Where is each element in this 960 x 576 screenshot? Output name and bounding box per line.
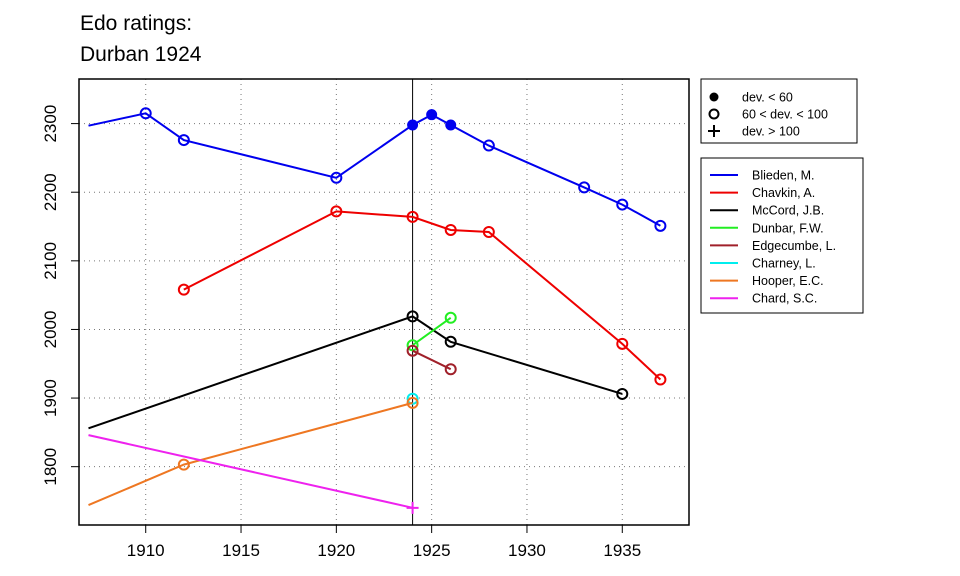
- x-tick-label-1930: 1930: [508, 541, 546, 560]
- data-point-blieden-m-9: [616, 198, 629, 211]
- x-tick-label-1915: 1915: [222, 541, 260, 560]
- series-line-dunbar-f-w: [412, 316, 452, 347]
- data-point-chard-s-c-1: [406, 501, 419, 514]
- legend-label-edgecumbe-l: Edgecumbe, L.: [752, 239, 836, 253]
- symbol-legend-label: dev. > 100: [742, 125, 800, 139]
- legend-marker-filled-circle: [709, 92, 719, 102]
- legend-label-blieden-m: Blieden, M.: [752, 169, 815, 183]
- series-line-chavkin-a: [183, 210, 662, 381]
- data-point-mccord-j-b-2: [444, 335, 457, 348]
- data-point-chavkin-a-6: [654, 373, 667, 386]
- x-tick-label-1920: 1920: [317, 541, 355, 560]
- data-point-chavkin-a-4: [482, 226, 495, 239]
- chart-title-line-2: Durban 1924: [80, 43, 202, 66]
- y-tick-label-1900: 1900: [41, 379, 60, 417]
- data-point-blieden-m-10: [654, 219, 667, 232]
- data-point-blieden-m-8: [578, 181, 591, 194]
- series-line-hooper-e-c: [88, 401, 413, 507]
- x-axis: 1910 1915 1920 1925 1930 1935: [127, 525, 641, 560]
- symbol-legend-box: [700, 78, 858, 144]
- legend-label-dunbar-f-w: Dunbar, F.W.: [752, 221, 824, 235]
- data-point-blieden-m-4: [407, 119, 419, 131]
- y-tick-label-2100: 2100: [41, 242, 60, 280]
- series-line-edgecumbe-l: [412, 349, 452, 371]
- data-point-blieden-m-7: [482, 139, 495, 152]
- data-point-blieden-m-6: [445, 119, 457, 131]
- symbol-legend: dev. < 60 60 < dev. < 100 dev. > 100: [700, 78, 858, 144]
- data-point-chavkin-a-0: [177, 283, 190, 296]
- data-point-mccord-j-b-1: [406, 310, 419, 323]
- data-point-edgecumbe-l-1: [444, 363, 457, 376]
- y-axis: 1800 1900 2000 2100 2200 2300: [41, 105, 79, 486]
- data-point-hooper-e-c-2: [406, 396, 419, 409]
- legend-label-mccord-j-b: McCord, J.B.: [752, 204, 824, 218]
- series-legend: Blieden, M. Chavkin, A. McCord, J.B. Dunbar…: [700, 157, 864, 314]
- data-point-edgecumbe-l-0: [406, 344, 419, 357]
- legend-label-hooper-e-c: Hooper, E.C.: [752, 274, 824, 288]
- y-tick-label-2300: 2300: [41, 105, 60, 143]
- x-tick-label-1935: 1935: [603, 541, 641, 560]
- y-tick-label-2000: 2000: [41, 311, 60, 349]
- y-tick-label-2200: 2200: [41, 173, 60, 211]
- data-point-blieden-m-3: [330, 171, 343, 184]
- legend-label-chavkin-a: Chavkin, A.: [752, 186, 815, 200]
- data-point-chavkin-a-5: [616, 337, 629, 350]
- legend-label-chard-s-c: Chard, S.C.: [752, 292, 817, 306]
- symbol-legend-label: 60 < dev. < 100: [742, 108, 828, 122]
- symbol-legend-label: dev. < 60: [742, 91, 793, 105]
- data-point-blieden-m-2: [177, 134, 190, 147]
- y-tick-label-1800: 1800: [41, 448, 60, 486]
- series-line-blieden-m: [88, 112, 661, 227]
- series-legend-box: [700, 157, 864, 314]
- series-line-mccord-j-b: [88, 315, 623, 430]
- chart-title-line-1: Edo ratings:: [80, 12, 192, 35]
- data-point-mccord-j-b-3: [616, 387, 629, 400]
- plot-frame: [78, 78, 690, 526]
- grid: [79, 79, 689, 525]
- data-point-hooper-e-c-1: [177, 458, 190, 471]
- x-tick-label-1910: 1910: [127, 541, 165, 560]
- legend-marker-open-circle: [708, 108, 720, 120]
- data-point-chavkin-a-3: [444, 223, 457, 236]
- data-point-blieden-m-5: [426, 109, 438, 121]
- data-point-dunbar-f-w-0: [406, 339, 419, 352]
- legend-marker-plus: [708, 125, 720, 137]
- series-line-chard-s-c: [88, 434, 413, 509]
- data-point-blieden-m-1: [139, 107, 152, 120]
- data-point-dunbar-f-w-1: [444, 311, 457, 324]
- x-tick-label-1925: 1925: [413, 541, 451, 560]
- series-group: [88, 107, 667, 514]
- data-point-chavkin-a-2: [406, 210, 419, 223]
- legend-label-charney-l: Charney, L.: [752, 257, 816, 271]
- data-point-chavkin-a-1: [330, 205, 343, 218]
